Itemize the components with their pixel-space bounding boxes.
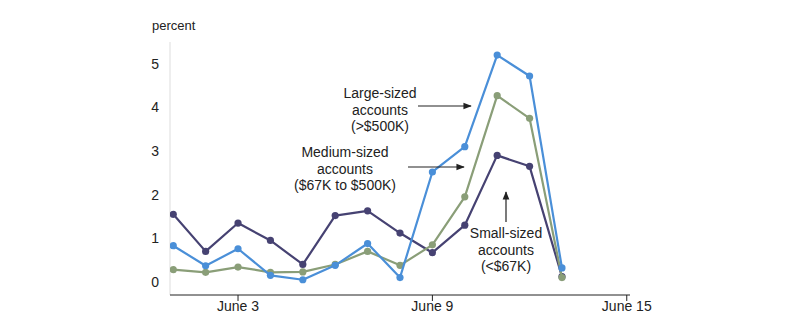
series-point <box>332 261 339 268</box>
series-point <box>558 274 565 281</box>
annotation-text: accounts <box>478 242 534 258</box>
annotation-text: (>$500K) <box>351 118 409 134</box>
series-point <box>429 241 436 248</box>
series-point <box>299 268 306 275</box>
series-point <box>461 222 468 229</box>
y-axis-line <box>170 42 171 295</box>
series-line <box>173 55 562 280</box>
series-point <box>299 261 306 268</box>
annotation-text: ($67K to $500K) <box>294 177 396 193</box>
series-point <box>396 274 403 281</box>
series-point <box>267 237 274 244</box>
series-point <box>461 143 468 150</box>
y-tick-label: 5 <box>151 56 159 72</box>
series-point <box>170 266 177 273</box>
series-point <box>267 272 274 279</box>
series-point <box>558 264 565 271</box>
annotation-text: Small-sized <box>470 225 542 241</box>
series-point <box>526 72 533 79</box>
series-point <box>234 219 241 226</box>
series-point <box>364 240 371 247</box>
annotation-text: Medium-sized <box>301 144 388 160</box>
series-point <box>526 163 533 170</box>
annotation-text: accounts <box>317 161 373 177</box>
series-point <box>396 229 403 236</box>
series-point <box>170 242 177 249</box>
annotation-arrow <box>505 192 506 222</box>
series-line <box>173 155 562 276</box>
annotation-text: Large-sized <box>343 85 416 101</box>
series-point <box>494 92 501 99</box>
chart: percent 0 1 2 3 4 5 June 3 June 9 June 15 Large-si… <box>0 0 800 331</box>
series-point <box>526 115 533 122</box>
y-tick-label: 4 <box>151 99 159 115</box>
series-point <box>364 248 371 255</box>
annotation-text: accounts <box>352 102 408 118</box>
y-tick-label: 2 <box>151 187 159 203</box>
y-tick-label: 0 <box>151 274 159 290</box>
series-point <box>494 51 501 58</box>
x-axis-line <box>170 295 630 296</box>
series-point <box>461 193 468 200</box>
series-point <box>234 245 241 252</box>
series-point <box>332 212 339 219</box>
x-tick-label: June 9 <box>411 298 453 314</box>
series-point <box>332 262 339 269</box>
y-axis-label: percent <box>152 18 196 33</box>
series-point <box>429 168 436 175</box>
series-point <box>558 273 565 280</box>
annotation-arrow <box>418 105 471 106</box>
x-tick-label: June 15 <box>602 298 652 314</box>
y-tick-label: 1 <box>151 230 159 246</box>
series-point <box>202 269 209 276</box>
series-point <box>234 263 241 270</box>
series-point <box>299 276 306 283</box>
annotation-arrow <box>408 166 464 167</box>
annotation-text: (<$67K) <box>481 258 531 274</box>
y-tick-label: 3 <box>151 143 159 159</box>
x-tick-label: June 3 <box>217 298 259 314</box>
series-point <box>429 249 436 256</box>
series-point <box>202 262 209 269</box>
series-point <box>202 248 209 255</box>
series-point <box>364 207 371 214</box>
plot-area <box>170 51 566 283</box>
series-point <box>170 211 177 218</box>
series-point <box>494 152 501 159</box>
series-line <box>173 96 562 278</box>
